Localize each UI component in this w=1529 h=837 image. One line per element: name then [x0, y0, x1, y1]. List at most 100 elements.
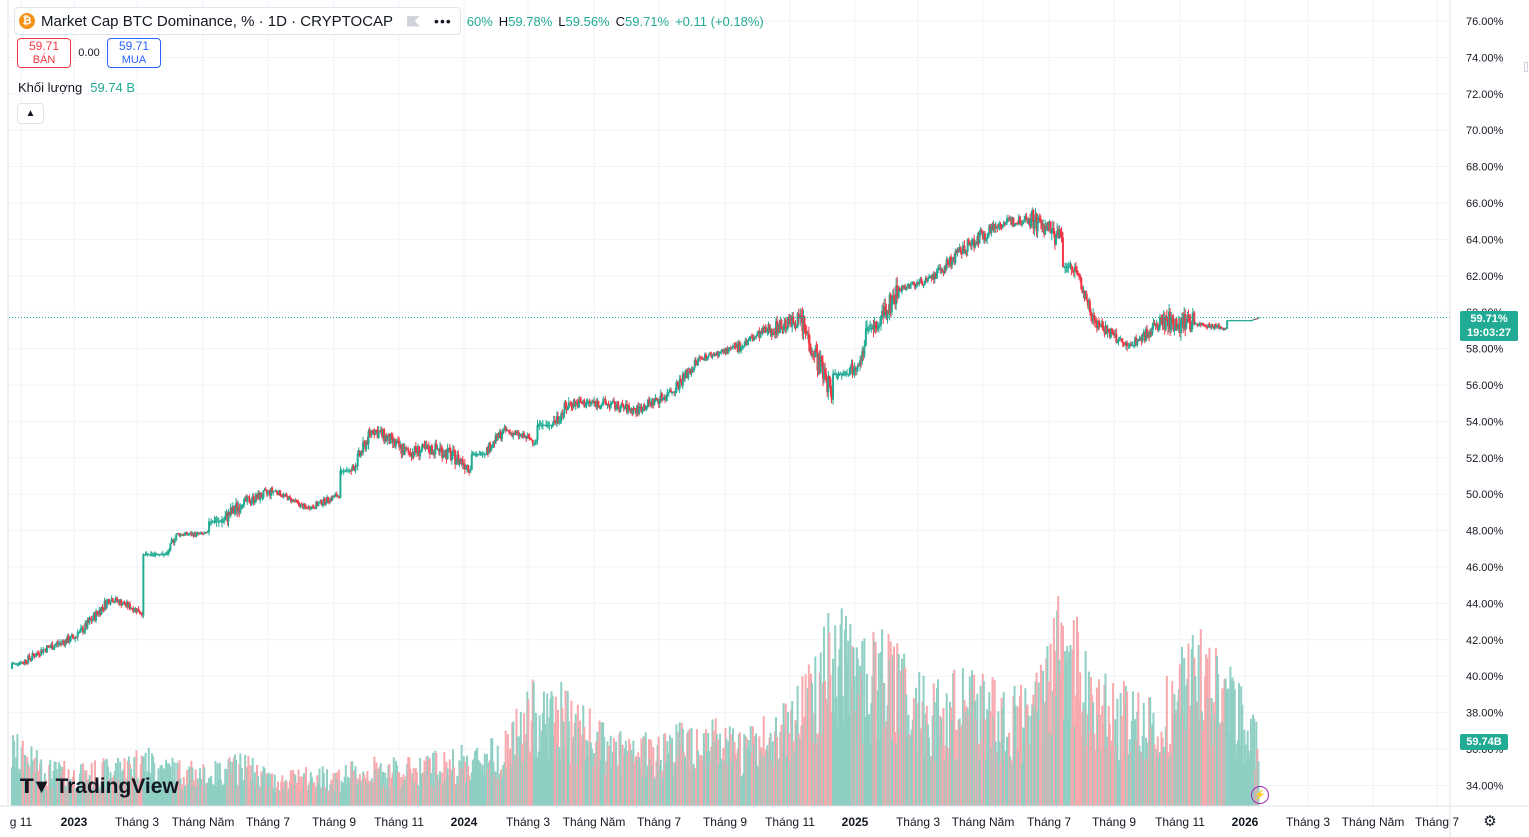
volume-bar — [569, 763, 572, 806]
candle-body — [899, 290, 902, 292]
volume-bar — [82, 763, 85, 806]
flag-icon[interactable] — [407, 15, 421, 27]
candle-body — [297, 501, 300, 505]
tradingview-logo[interactable]: 𝗧▼ TradingView — [20, 774, 179, 799]
candle-body — [1091, 316, 1094, 321]
volume-bar — [903, 653, 906, 806]
candle-body — [124, 604, 127, 606]
volume-bar — [354, 766, 357, 806]
candle-body — [999, 224, 1002, 228]
volume-bar — [343, 776, 346, 806]
price-axis[interactable]: 76.00%74.00%72.00%70.00%68.00%66.00%64.0… — [1466, 16, 1504, 792]
candle-body — [701, 357, 704, 360]
candle-body — [1248, 320, 1251, 322]
volume-bar — [722, 747, 725, 806]
candle-body — [593, 400, 596, 404]
candle-body — [1234, 320, 1237, 322]
gear-icon[interactable]: ⚙ — [1483, 813, 1497, 830]
candle-body — [168, 550, 171, 552]
volume-bar — [1024, 688, 1027, 806]
sell-button[interactable]: 59.71 BÁN — [17, 38, 71, 68]
symbol-title[interactable]: Market Cap BTC Dominance, % · 1D · CRYPT… — [41, 12, 394, 30]
volume-bar — [1061, 625, 1064, 806]
volume-bar — [915, 687, 918, 806]
volume-bar — [1025, 707, 1028, 806]
candle-body — [274, 490, 277, 492]
volume-bar — [436, 774, 439, 806]
candle-body — [642, 405, 645, 412]
candle-body — [618, 408, 621, 412]
volume-bar — [1067, 719, 1070, 806]
candle-body — [1175, 318, 1178, 329]
lightning-icon[interactable]: ⚡ — [1251, 786, 1269, 804]
candle-body — [698, 356, 701, 359]
volume-legend[interactable]: Khối lượng 59.74 B — [18, 80, 135, 95]
volume-bar — [894, 732, 897, 806]
candle-body — [679, 379, 682, 382]
volume-bar — [832, 658, 835, 806]
collapse-legend-button[interactable]: ▲ — [17, 103, 44, 124]
candle-body — [98, 609, 101, 615]
candle-body — [884, 306, 887, 312]
volume-bar — [222, 784, 225, 806]
volume-bar — [847, 640, 850, 806]
candle-body — [890, 301, 893, 313]
candle-body — [583, 400, 586, 408]
candle-body — [1255, 318, 1258, 320]
volume-bar — [681, 728, 684, 806]
candle-body — [1221, 327, 1224, 330]
candle-body — [127, 603, 130, 608]
volume-bar — [75, 790, 78, 806]
volume-bar — [198, 768, 201, 806]
candle-body — [25, 660, 28, 664]
volume-bar — [813, 712, 816, 806]
volume-bar — [455, 785, 458, 806]
volume-bar — [997, 711, 1000, 806]
volume-bar — [15, 757, 18, 806]
candle-body — [475, 454, 478, 456]
volume-bar — [389, 787, 392, 806]
candle-body — [1055, 235, 1058, 245]
volume-bar — [925, 705, 928, 806]
candle-body — [523, 433, 526, 438]
volume-bar — [393, 787, 396, 806]
volume-bar — [121, 771, 124, 806]
volume-bar — [1189, 705, 1192, 806]
time-axis[interactable]: g 11 2023 Tháng 3 Tháng Năm Tháng 7 Tháng 9 Th… — [10, 815, 1460, 829]
volume-bar — [1109, 750, 1112, 806]
candle-body — [15, 663, 18, 665]
volume-bar — [1142, 702, 1145, 806]
candle-body — [407, 448, 410, 452]
volume-bar — [440, 783, 443, 806]
volume-bar — [801, 676, 804, 806]
volume-bar — [953, 669, 956, 806]
candle-body — [1092, 314, 1095, 321]
candle-body — [1040, 222, 1043, 227]
volume-bar — [644, 732, 647, 806]
volume-bar — [1194, 675, 1197, 806]
volume-bar — [640, 738, 643, 806]
volume-bar — [1000, 697, 1003, 806]
volume-bar — [550, 691, 553, 806]
candle-body — [920, 278, 923, 284]
candle-body — [460, 458, 463, 463]
volume-bar — [1038, 719, 1041, 806]
more-options-icon[interactable]: ••• — [434, 13, 452, 29]
volume-bar — [1057, 596, 1060, 806]
buy-button[interactable]: 59.71 MUA — [107, 38, 161, 68]
volume-bar — [689, 771, 692, 806]
volume-bar — [859, 665, 862, 806]
scrollbar[interactable] — [1524, 62, 1528, 72]
candle-body — [216, 521, 219, 523]
volume-bar — [917, 703, 920, 806]
volume-bar — [904, 667, 907, 806]
symbol-title-box[interactable]: ₿ Market Cap BTC Dominance, % · 1D · CRY… — [14, 7, 461, 35]
volume-bar — [947, 756, 950, 806]
candle-body — [1200, 322, 1203, 326]
candle-body — [61, 640, 64, 644]
volume-bar — [77, 785, 80, 806]
candle-body — [712, 353, 715, 356]
candle-body — [645, 406, 648, 409]
volume-bar — [298, 776, 301, 806]
